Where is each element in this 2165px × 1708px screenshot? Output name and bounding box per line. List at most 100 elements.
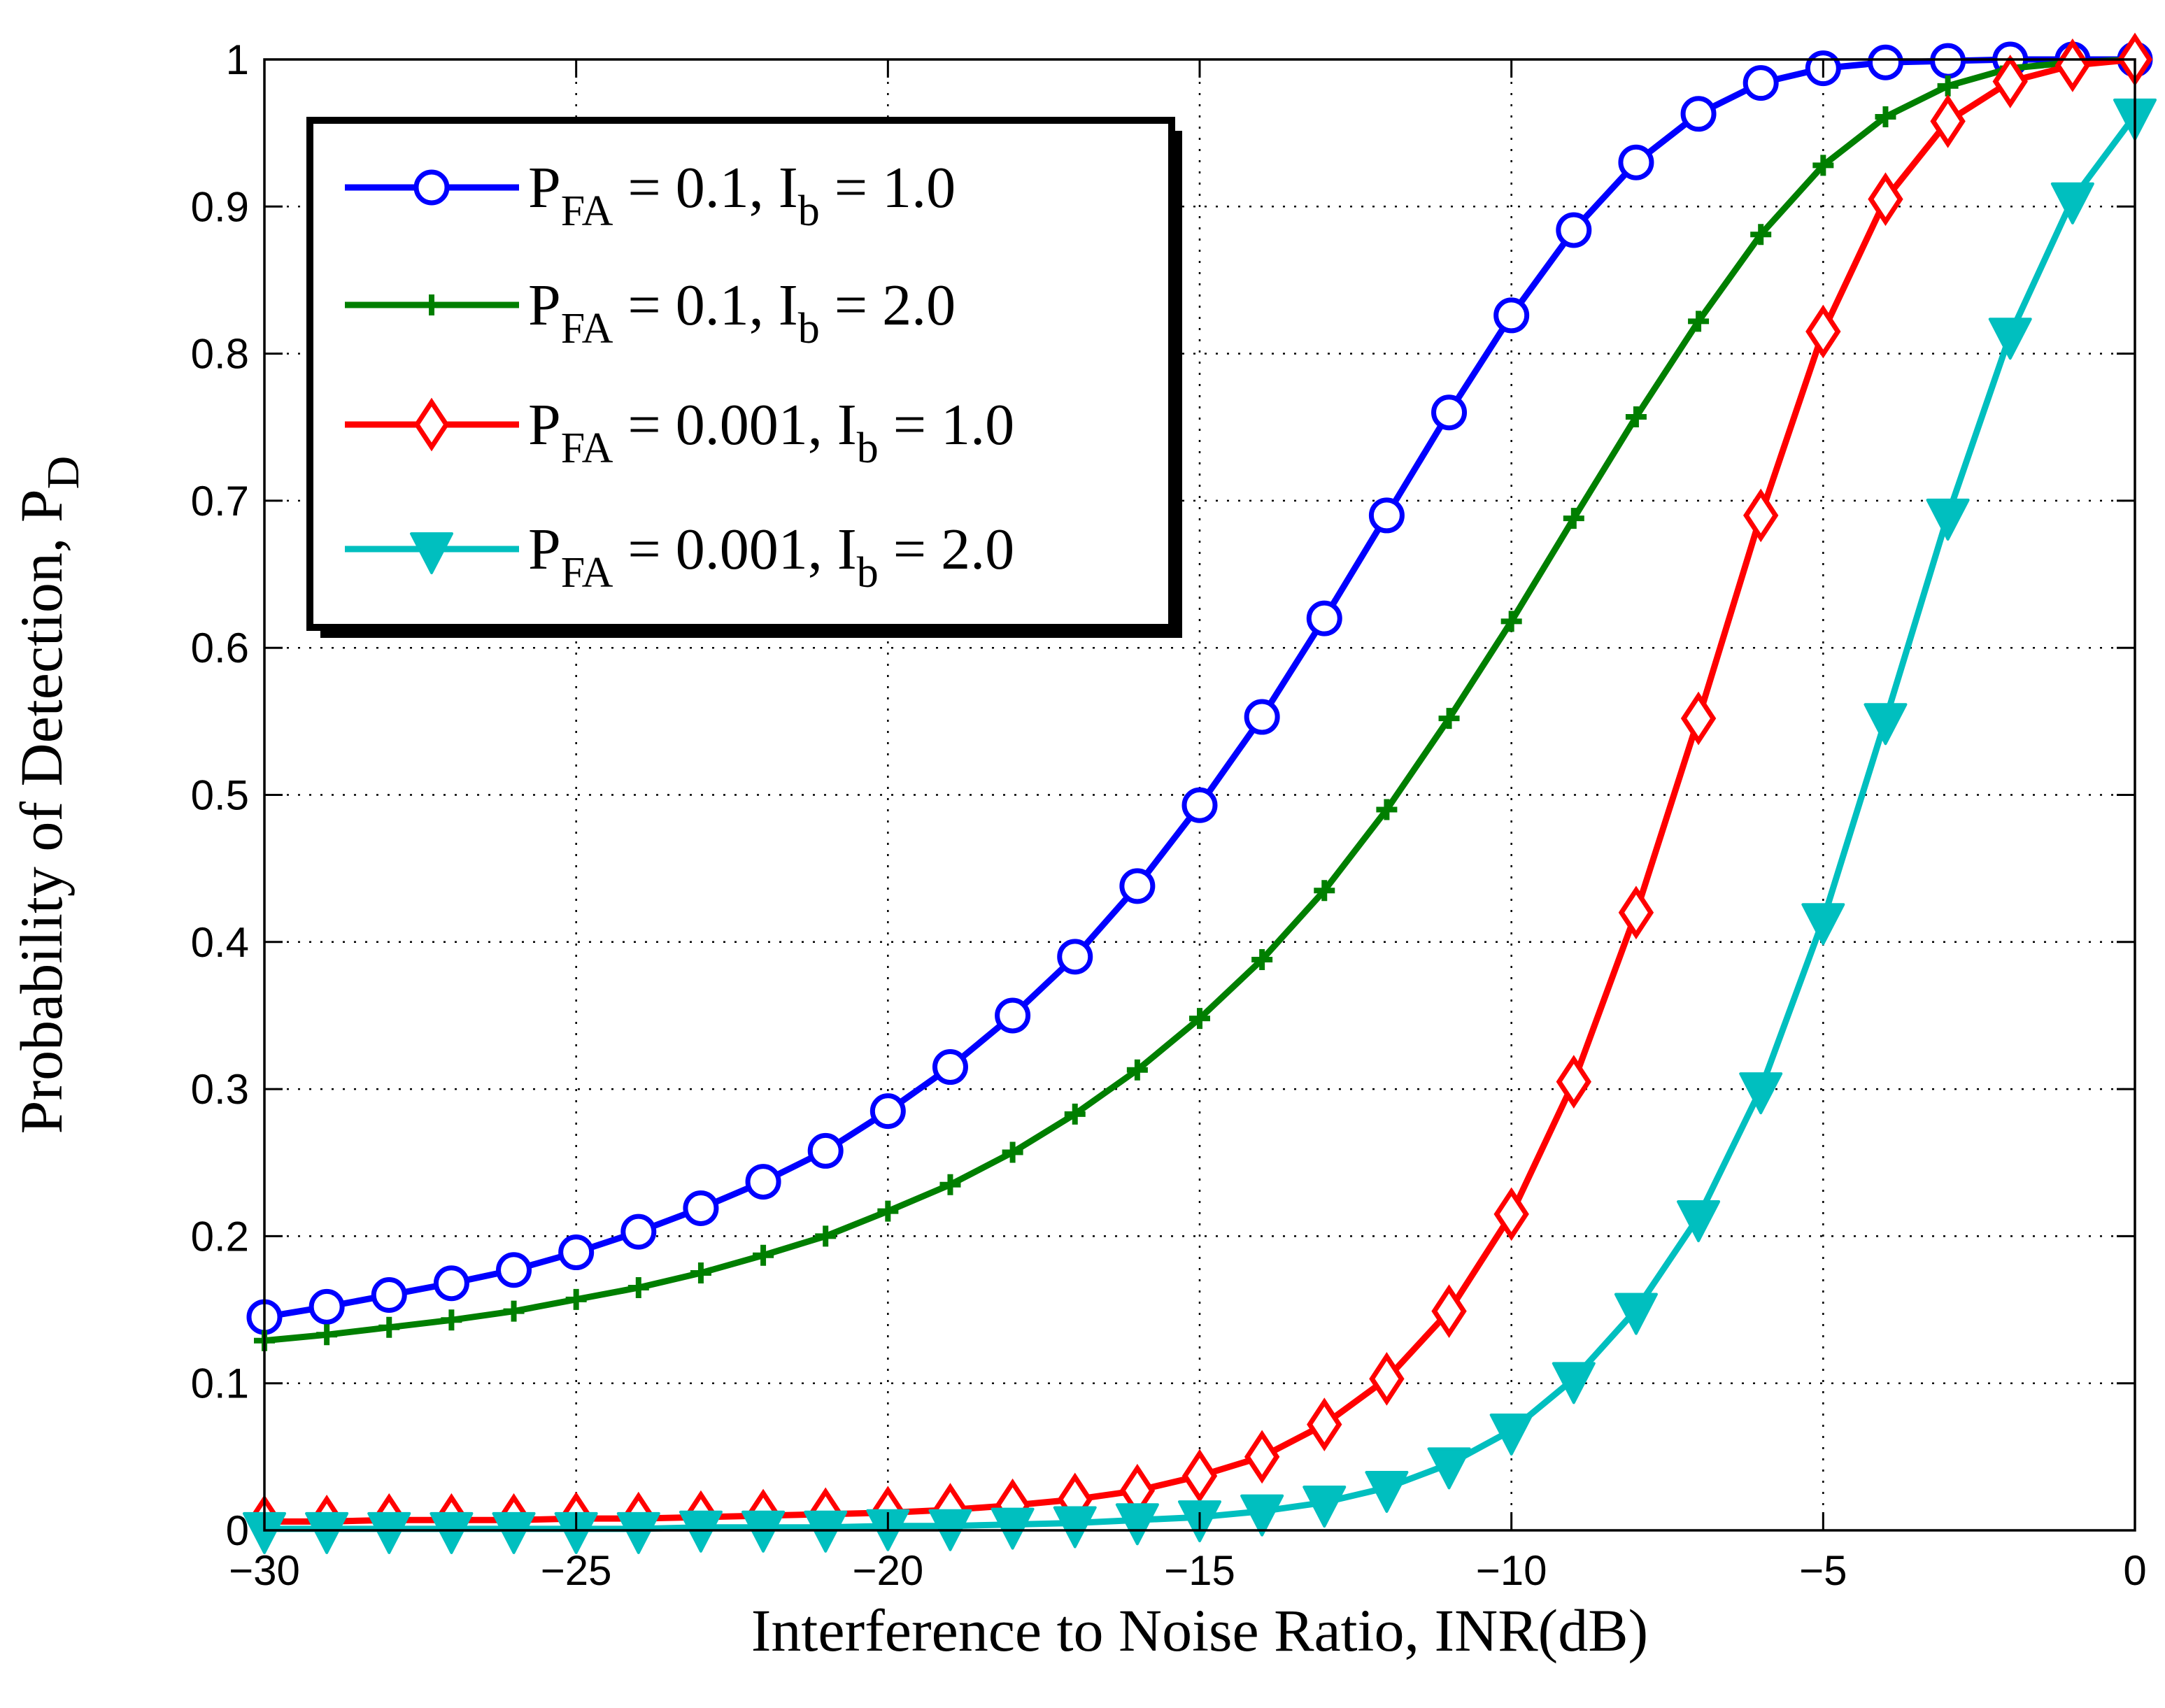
data-point — [1306, 600, 1342, 636]
data-point — [503, 1300, 525, 1322]
data-point — [1115, 1503, 1159, 1546]
data-point — [1552, 1362, 1596, 1404]
data-point — [1427, 1447, 1471, 1490]
legend-label-part: FA — [561, 305, 613, 353]
data-point — [316, 1324, 338, 1346]
data-point — [1053, 1506, 1097, 1549]
data-point — [1119, 868, 1156, 904]
y-tick-label: 0.7 — [191, 478, 249, 525]
data-point — [1244, 1430, 1280, 1484]
data-point — [492, 1511, 536, 1554]
legend-entry: PFA = 0.001, Ib = 1.0 — [345, 392, 1014, 472]
data-point — [1688, 311, 1710, 332]
data-point — [1618, 885, 1654, 940]
data-point — [620, 1214, 657, 1250]
data-point — [804, 1510, 848, 1553]
legend-entry: PFA = 0.1, Ib = 1.0 — [345, 155, 956, 235]
data-point — [1314, 880, 1335, 902]
legend-label-part: = 0.1, I — [613, 155, 797, 220]
data-point — [1926, 498, 1970, 541]
data-point — [1618, 144, 1654, 180]
data-point — [1126, 1059, 1148, 1081]
data-point — [1992, 55, 2028, 108]
ticks: −30 −25 −20 −15 −10 −5 0 0 0.1 0.2 0.3 0.4 0.5 0.6 0.7… — [191, 36, 2147, 1594]
data-point — [1812, 155, 1834, 176]
data-point — [305, 1511, 349, 1554]
data-point — [1365, 1471, 1409, 1514]
data-point — [1493, 1187, 1529, 1241]
data-point — [1988, 318, 2032, 360]
data-point — [807, 1132, 844, 1169]
data-point — [433, 1265, 469, 1302]
x-tick-label: −25 — [541, 1547, 612, 1594]
data-point — [683, 1190, 719, 1226]
data-point — [745, 1164, 781, 1200]
legend-label: PFA = 0.001, Ib = 2.0 — [528, 517, 1014, 597]
legend-label-part: FA — [561, 425, 613, 472]
data-point — [627, 1277, 649, 1299]
data-point — [1189, 1008, 1210, 1030]
x-tick-label: −10 — [1476, 1547, 1547, 1594]
data-point — [1868, 172, 1903, 227]
legend-marker — [421, 294, 442, 315]
legend-entry: PFA = 0.001, Ib = 2.0 — [345, 517, 1014, 597]
legend-label-part: P — [528, 273, 561, 338]
data-point — [1614, 1293, 1658, 1335]
legend-label-part: FA — [561, 187, 613, 235]
data-point — [1937, 75, 1959, 97]
data-point — [1489, 1414, 1533, 1456]
data-point — [741, 1510, 786, 1553]
y-axis-label-main: Probability of Detection, P — [8, 489, 75, 1134]
data-point — [1556, 212, 1592, 248]
data-point — [1930, 94, 1966, 148]
data-point — [1369, 1352, 1405, 1406]
data-point — [1438, 708, 1460, 730]
data-point — [877, 1200, 899, 1222]
legend-box — [306, 117, 1175, 631]
data-point — [1002, 1141, 1023, 1163]
legend-label-part: b — [857, 425, 879, 472]
y-axis-label-subscript: D — [38, 456, 89, 490]
data-point — [1867, 44, 1903, 80]
legend-label-part: = 0.1, I — [613, 273, 797, 338]
legend-marker — [410, 532, 453, 574]
data-point — [869, 1093, 906, 1130]
data-point — [679, 1510, 723, 1553]
legend-label-part: = 1.0 — [820, 155, 956, 220]
data-point — [932, 1049, 968, 1086]
data-point — [2050, 182, 2094, 225]
y-tick-label: 0.5 — [191, 772, 249, 819]
legend-marker — [413, 169, 450, 206]
y-tick-label: 0.8 — [191, 331, 249, 378]
data-point — [1875, 106, 1896, 128]
data-point — [1801, 903, 1845, 946]
data-point — [1181, 1449, 1218, 1503]
data-point — [558, 1234, 595, 1271]
x-tick-label: −20 — [852, 1547, 923, 1594]
data-point — [1376, 799, 1398, 820]
data-point — [939, 1174, 961, 1195]
data-point — [1563, 508, 1584, 529]
y-tick-label: 0 — [226, 1507, 249, 1554]
data-point — [1307, 1397, 1342, 1451]
data-point — [1677, 1200, 1721, 1243]
legend-label-part: b — [798, 187, 820, 235]
legend-entry: PFA = 0.1, Ib = 2.0 — [345, 273, 956, 353]
data-point — [1805, 304, 1841, 359]
series-plus — [254, 49, 2145, 1351]
data-point — [1302, 1486, 1347, 1528]
data-point — [378, 1316, 400, 1338]
x-tick-label: −5 — [1799, 1547, 1847, 1594]
data-point — [1431, 394, 1468, 431]
data-point — [1743, 488, 1779, 543]
y-tick-label: 0.1 — [191, 1360, 249, 1407]
y-tick-label: 0.4 — [191, 919, 249, 966]
legend-label-part: = 2.0 — [820, 273, 956, 338]
data-point — [1625, 406, 1647, 428]
data-point — [565, 1288, 587, 1310]
y-tick-label: 0.3 — [191, 1066, 249, 1113]
legend-label: PFA = 0.001, Ib = 1.0 — [528, 392, 1014, 472]
y-tick-label: 0.9 — [191, 183, 249, 230]
